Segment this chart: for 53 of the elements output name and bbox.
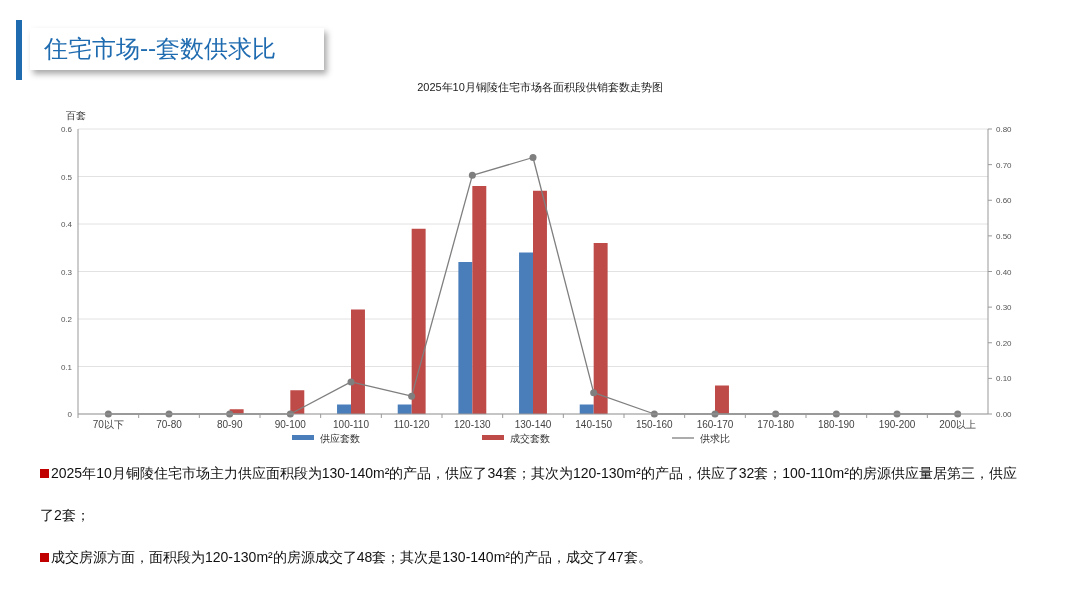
x-tick-label: 140-150 xyxy=(575,419,613,430)
bar xyxy=(533,190,547,414)
chart-title: 住宅市场--套数供求比 xyxy=(30,28,324,70)
y-tick-label: 0.1 xyxy=(60,362,73,372)
y2-tick-label: 0.40 xyxy=(996,267,1013,277)
y-tick-label: 0 xyxy=(67,410,73,419)
y2-tick-label: 0.30 xyxy=(996,303,1013,313)
x-tick-label: 110-120 xyxy=(393,419,431,430)
bar xyxy=(458,262,473,414)
legend-label: 成交套数 xyxy=(510,433,550,444)
y2-tick-label: 0.80 xyxy=(996,125,1013,134)
text: 2025年10月铜陵住宅市场主力供应面积段为130-140m²的产品，供应了34套；其次为120-130m²的产品，供应了32套；100-110m²的房源供应量居第三，供应了2套； xyxy=(40,465,1017,523)
point xyxy=(590,389,598,397)
y2-tick-label: 0.70 xyxy=(996,160,1013,170)
legend-label: 供应套数 xyxy=(320,433,360,444)
bar xyxy=(290,390,305,414)
bar xyxy=(411,228,426,414)
legend-label: 供求比 xyxy=(700,433,730,444)
y2-tick-label: 0.50 xyxy=(996,231,1013,241)
x-tick-label: 170-180 xyxy=(757,419,795,430)
y-tick-label: 0.6 xyxy=(60,125,73,134)
x-tick-label: 80-90 xyxy=(216,419,243,430)
x-tick-label: 160-170 xyxy=(696,419,734,430)
y-tick-label: 0.3 xyxy=(60,267,73,277)
x-tick-label: 70以下 xyxy=(92,419,124,430)
y2-tick-label: 0.10 xyxy=(996,374,1013,384)
point xyxy=(468,171,476,179)
x-tick-label: 180-190 xyxy=(817,419,856,430)
bar xyxy=(593,243,608,414)
x-tick-label: 190-200 xyxy=(878,419,916,430)
y2-tick-label: 0.60 xyxy=(996,196,1013,206)
y2-tick-label: 0.20 xyxy=(996,338,1013,348)
x-tick-label: 200以上 xyxy=(939,419,977,430)
x-tick-label: 100-110 xyxy=(333,419,370,430)
y-tick-label: 0.5 xyxy=(60,172,73,182)
y-tick-label: 0.2 xyxy=(60,315,73,324)
x-tick-label: 90-100 xyxy=(274,419,307,430)
y-axis-title: 百套 xyxy=(66,110,86,121)
point xyxy=(347,378,355,386)
bar xyxy=(351,309,365,414)
x-tick-label: 150-160 xyxy=(635,419,674,430)
x-tick-label: 130-140 xyxy=(514,419,552,430)
x-tick-label: 120-130 xyxy=(453,419,492,430)
bar xyxy=(715,385,729,414)
bar xyxy=(519,252,533,414)
point xyxy=(529,154,537,161)
chart-subtitle: 2025年10月铜陵住宅市场各面积段供销套数走势图 xyxy=(417,81,663,93)
y2-tick-label: 0.00 xyxy=(996,410,1013,419)
bar xyxy=(472,186,487,414)
y-tick-label: 0.4 xyxy=(60,220,73,229)
text: 成交房源方面，面积段为120-130m²的房源成交了48套；其次是130-140m²的产品，成交了47套。 xyxy=(50,548,653,567)
x-tick-label: 70-80 xyxy=(156,419,183,430)
point xyxy=(408,392,416,400)
